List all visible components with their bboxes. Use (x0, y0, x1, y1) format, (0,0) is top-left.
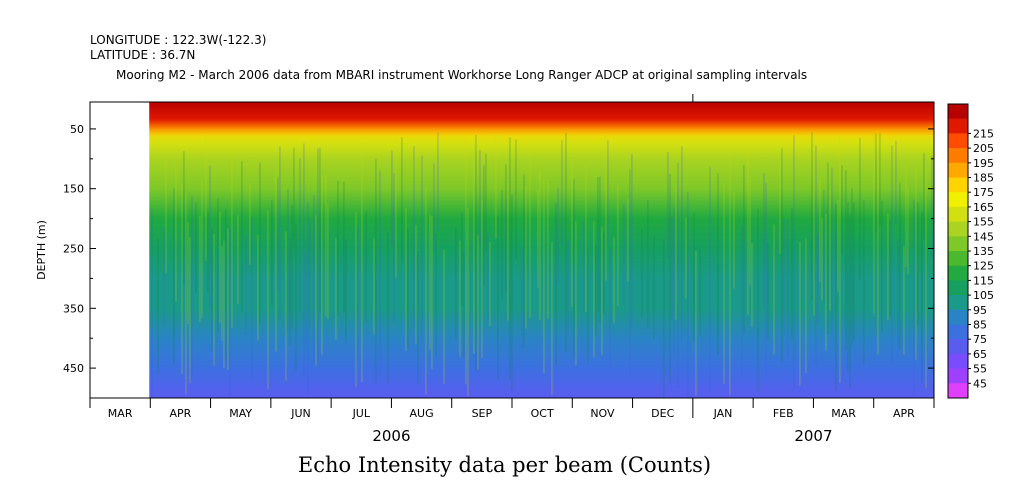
colorbar-label: 55 (973, 363, 987, 376)
y-tick-label: 450 (63, 362, 84, 375)
colorbar-label: 125 (973, 260, 994, 273)
y-tick-label: 250 (63, 243, 84, 256)
x-month-label: FEB (773, 407, 794, 420)
colorbar-label: 75 (973, 333, 987, 346)
colorbar-swatch (948, 368, 968, 384)
x-month-label: SEP (472, 407, 493, 420)
colorbar-swatch (948, 177, 968, 193)
x-month-label: JAN (713, 407, 733, 420)
figure-caption: Echo Intensity data per beam (Counts) (297, 453, 712, 477)
x-month-label: OCT (531, 407, 554, 420)
colorbar-swatch (948, 148, 968, 164)
x-month-label: MAY (229, 407, 252, 420)
colorbar-label: 205 (973, 142, 994, 155)
x-month-label: AUG (410, 407, 434, 420)
colorbar-swatch (948, 353, 968, 370)
colorbar-label: 215 (973, 127, 994, 140)
colorbar-swatch (948, 206, 968, 223)
colorbar-label: 145 (973, 230, 994, 243)
y-tick-label: 150 (63, 183, 84, 196)
y-tick-label: 50 (70, 123, 84, 136)
colorbar-swatch (948, 221, 968, 237)
colorbar-swatch (948, 324, 968, 340)
colorbar-swatch (948, 295, 968, 311)
y-axis-label: DEPTH (m) (35, 220, 48, 280)
colorbar-swatch (948, 280, 968, 296)
colorbar-label: 65 (973, 348, 987, 361)
colorbar-swatch (948, 309, 968, 325)
colorbar-swatch (948, 118, 968, 134)
x-month-label: MAR (108, 407, 133, 420)
colorbar-swatch (948, 251, 968, 267)
colorbar-swatch (948, 236, 968, 252)
colorbar-label: 45 (973, 377, 987, 390)
x-month-label: DEC (651, 407, 674, 420)
x-year-label: 2007 (794, 427, 832, 445)
x-month-label: APR (170, 407, 192, 420)
colorbar-label: 115 (973, 274, 994, 287)
y-tick-label: 350 (63, 302, 84, 315)
x-month-label: JUN (290, 407, 311, 420)
echo-intensity-field (149, 102, 935, 398)
x-month-label: JUL (352, 407, 371, 420)
colorbar-label: 135 (973, 245, 994, 258)
x-month-label: NOV (590, 407, 615, 420)
colorbar-label: 165 (973, 201, 994, 214)
surface-high-intensity-band (149, 102, 935, 136)
colorbar-swatch (948, 383, 968, 399)
x-month-label: MAR (831, 407, 856, 420)
colorbar-label: 85 (973, 319, 987, 332)
colorbar-label: 105 (973, 289, 994, 302)
colorbar-label: 155 (973, 216, 994, 229)
x-month-label: APR (893, 407, 915, 420)
x-year-label: 2006 (372, 427, 410, 445)
variability-streaks (151, 132, 933, 398)
colorbar-swatch (948, 339, 968, 355)
chart-title: Mooring M2 - March 2006 data from MBARI … (116, 68, 808, 82)
colorbar-label: 195 (973, 157, 994, 170)
latitude-label: LATITUDE : 36.7N (90, 48, 196, 62)
longitude-label: LONGITUDE : 122.3W(-122.3) (90, 33, 267, 47)
colorbar-swatch (948, 162, 968, 178)
colorbar-swatch (948, 192, 968, 208)
colorbar-swatch (948, 265, 968, 281)
colorbar-label: 175 (973, 186, 994, 199)
colorbar-swatch (948, 104, 968, 120)
colorbar-swatch (948, 133, 968, 149)
colorbar-label: 185 (973, 172, 994, 185)
colorbar-label: 95 (973, 304, 987, 317)
